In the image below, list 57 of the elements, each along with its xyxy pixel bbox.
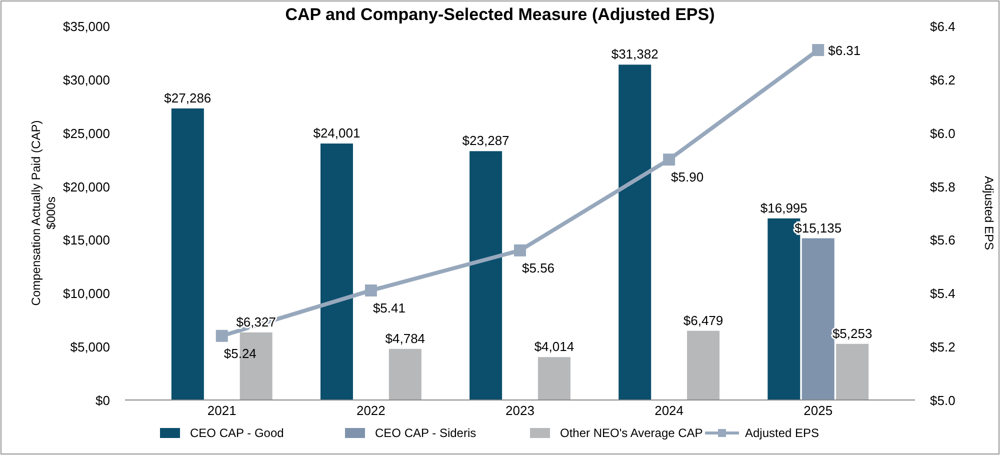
legend-label: Other NEO's Average CAP xyxy=(560,426,703,440)
y2-tick-label: $6.4 xyxy=(930,19,956,34)
y2-tick-label: $5.0 xyxy=(930,393,956,408)
data-label: $5,253 xyxy=(832,326,872,341)
point xyxy=(514,244,526,256)
y-tick-label: $25,000 xyxy=(63,126,110,141)
legend-label: CEO CAP - Sideris xyxy=(375,426,476,440)
bar xyxy=(320,144,353,400)
data-label: $24,001 xyxy=(313,126,360,141)
data-label: $6,327 xyxy=(236,314,276,330)
bar xyxy=(687,330,720,400)
data-label: $5.24 xyxy=(224,346,256,361)
y-tick-label: $0 xyxy=(96,393,110,408)
data-label: $16,995 xyxy=(760,200,808,216)
data-label: $6.31 xyxy=(828,43,861,58)
y2-tick-label: $6.0 xyxy=(930,126,956,141)
point xyxy=(663,154,676,166)
y-tick-label: $35,000 xyxy=(63,19,110,34)
y-axis-title: Compensation Actually Paid (CAP) $000s xyxy=(29,120,58,306)
bar xyxy=(802,238,834,400)
y2-tick-label: $5.4 xyxy=(930,286,956,302)
bar xyxy=(470,151,502,400)
y2-tick-label: $5.6 xyxy=(930,232,956,248)
data-label: $5.90 xyxy=(671,170,704,185)
data-label: $6,479 xyxy=(683,312,724,328)
point xyxy=(216,330,228,342)
y2-tick-label: $5.2 xyxy=(930,340,956,355)
data-label: $23,287 xyxy=(462,133,510,148)
data-label: $4,784 xyxy=(385,330,426,346)
data-label: $5.41 xyxy=(372,300,406,316)
data-label: $27,286 xyxy=(164,90,212,106)
x-tick-label: 2022 xyxy=(356,403,386,418)
y-tick-label: $30,000 xyxy=(63,72,110,88)
y-tick-label: $20,000 xyxy=(63,179,110,194)
y2-axis-title: Adjusted EPS xyxy=(982,176,996,250)
bar xyxy=(618,64,652,400)
x-tick-label: 2021 xyxy=(207,403,236,418)
y-tick-label: $15,000 xyxy=(63,232,110,248)
legend-label: CEO CAP - Good xyxy=(190,426,284,440)
bar xyxy=(836,344,869,400)
y-tick-label: $10,000 xyxy=(63,286,110,302)
point xyxy=(812,44,824,56)
x-tick-label: 2023 xyxy=(506,403,534,418)
y2-tick-label: $5.8 xyxy=(930,179,956,194)
y-tick-label: $5,000 xyxy=(70,340,110,355)
x-tick-label: 2024 xyxy=(654,403,684,418)
data-label: $5.56 xyxy=(522,260,555,276)
bar xyxy=(171,108,204,400)
bar xyxy=(388,348,422,400)
data-label: $31,382 xyxy=(611,46,658,62)
point xyxy=(364,284,377,296)
legend-label: Adjusted EPS xyxy=(745,426,820,440)
x-tick-label: 2025 xyxy=(804,403,833,418)
y2-tick-label: $6.2 xyxy=(930,72,956,88)
data-label: $4,014 xyxy=(534,339,574,354)
bar xyxy=(538,357,570,400)
chart-title: CAP and Company-Selected Measure (Adjusted EPS) xyxy=(285,5,715,24)
